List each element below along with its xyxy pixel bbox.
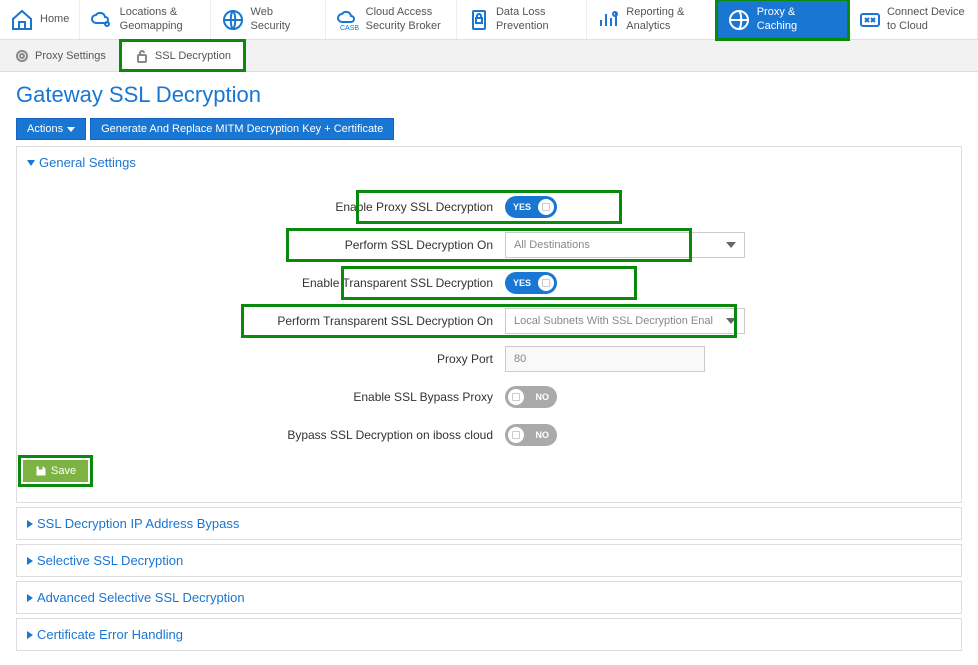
chevron-right-icon bbox=[27, 631, 33, 639]
label-bypass-cloud: Bypass SSL Decryption on iboss cloud bbox=[223, 428, 493, 442]
toggle-bypass-cloud[interactable]: NO bbox=[505, 424, 557, 446]
toggle-knob bbox=[538, 199, 554, 215]
panel-body-general: Enable Proxy SSL Decryption YES Perform … bbox=[17, 178, 961, 502]
select-perform-transparent-on[interactable]: Local Subnets With SSL Decryption Enal bbox=[505, 308, 745, 334]
actions-label: Actions bbox=[27, 123, 63, 135]
panel-title: General Settings bbox=[39, 155, 136, 170]
subnav-label: SSL Decryption bbox=[155, 50, 231, 62]
row-bypass-cloud: Bypass SSL Decryption on iboss cloud NO bbox=[17, 416, 961, 454]
svg-text:CASB: CASB bbox=[340, 25, 359, 32]
nav-reporting[interactable]: Reporting & Analytics bbox=[587, 0, 717, 39]
nav-web-security[interactable]: Web Security bbox=[211, 0, 327, 39]
nav-dlp[interactable]: Data Loss Prevention bbox=[457, 0, 587, 39]
panel-selective-ssl: Selective SSL Decryption bbox=[16, 544, 962, 577]
panel-header-general[interactable]: General Settings bbox=[17, 147, 961, 178]
nav-label: Proxy & Caching bbox=[757, 6, 837, 32]
nav-label: Cloud Access Security Broker bbox=[366, 6, 446, 32]
dlp-icon bbox=[467, 8, 490, 32]
subnav-proxy-settings[interactable]: Proxy Settings bbox=[0, 40, 120, 71]
globe-shield-icon bbox=[221, 8, 245, 32]
row-perform-ssl-on: Perform SSL Decryption On All Destinatio… bbox=[17, 226, 961, 264]
save-icon bbox=[35, 465, 47, 477]
toggle-text: YES bbox=[513, 278, 531, 288]
nav-label: Data Loss Prevention bbox=[496, 6, 576, 32]
casb-icon: CASB bbox=[336, 8, 359, 32]
row-enable-bypass-proxy: Enable SSL Bypass Proxy NO bbox=[17, 378, 961, 416]
label-enable-bypass-proxy: Enable SSL Bypass Proxy bbox=[223, 390, 493, 404]
nav-connect-device[interactable]: Connect Device to Cloud bbox=[848, 0, 978, 39]
nav-label: Connect Device to Cloud bbox=[887, 6, 967, 32]
subnav-ssl-decryption[interactable]: SSL Decryption bbox=[120, 40, 245, 71]
nav-casb[interactable]: CASB Cloud Access Security Broker bbox=[326, 0, 456, 39]
row-perform-transparent-on: Perform Transparent SSL Decryption On Lo… bbox=[17, 302, 961, 340]
save-label: Save bbox=[51, 465, 76, 477]
nav-label: Web Security bbox=[251, 6, 316, 32]
chevron-down-icon bbox=[27, 160, 35, 166]
input-proxy-port[interactable] bbox=[505, 346, 705, 372]
cloud-location-icon bbox=[90, 8, 113, 32]
action-bar: Actions Generate And Replace MITM Decryp… bbox=[16, 118, 962, 140]
save-button[interactable]: Save bbox=[23, 460, 88, 482]
panel-header-cert-error[interactable]: Certificate Error Handling bbox=[17, 619, 961, 650]
page-content: Gateway SSL Decryption Actions Generate … bbox=[0, 72, 978, 665]
actions-menu-button[interactable]: Actions bbox=[16, 118, 86, 140]
label-proxy-port: Proxy Port bbox=[223, 352, 493, 366]
toggle-knob bbox=[508, 389, 524, 405]
home-icon bbox=[10, 8, 34, 32]
panel-cert-error: Certificate Error Handling bbox=[16, 618, 962, 651]
nav-label: Locations & Geomapping bbox=[120, 6, 200, 32]
connect-icon bbox=[858, 8, 881, 32]
panel-header-advanced-selective-ssl[interactable]: Advanced Selective SSL Decryption bbox=[17, 582, 961, 613]
save-wrap: Save bbox=[17, 454, 961, 492]
nav-locations[interactable]: Locations & Geomapping bbox=[80, 0, 210, 39]
row-enable-transparent-ssl: Enable Transparent SSL Decryption YES bbox=[17, 264, 961, 302]
subnav-label: Proxy Settings bbox=[35, 50, 106, 62]
panel-advanced-selective-ssl: Advanced Selective SSL Decryption bbox=[16, 581, 962, 614]
nav-label: Reporting & Analytics bbox=[626, 6, 706, 32]
nav-proxy-caching[interactable]: Proxy & Caching bbox=[717, 0, 847, 39]
select-perform-ssl-on[interactable]: All Destinations bbox=[505, 232, 745, 258]
chevron-down-icon bbox=[726, 318, 736, 324]
row-proxy-port: Proxy Port bbox=[17, 340, 961, 378]
chevron-right-icon bbox=[27, 594, 33, 602]
label-perform-transparent-on: Perform Transparent SSL Decryption On bbox=[223, 314, 493, 328]
panel-ip-bypass: SSL Decryption IP Address Bypass bbox=[16, 507, 962, 540]
row-enable-proxy-ssl: Enable Proxy SSL Decryption YES bbox=[17, 188, 961, 226]
generate-cert-button[interactable]: Generate And Replace MITM Decryption Key… bbox=[90, 118, 394, 140]
toggle-enable-bypass-proxy[interactable]: NO bbox=[505, 386, 557, 408]
analytics-icon bbox=[597, 8, 620, 32]
gear-icon bbox=[14, 48, 30, 64]
panel-general-settings: General Settings Enable Proxy SSL Decryp… bbox=[16, 146, 962, 503]
top-nav: Home Locations & Geomapping Web Security… bbox=[0, 0, 978, 40]
page-title: Gateway SSL Decryption bbox=[16, 82, 962, 108]
panel-title: Advanced Selective SSL Decryption bbox=[37, 590, 245, 605]
panel-title: Certificate Error Handling bbox=[37, 627, 183, 642]
toggle-knob bbox=[538, 275, 554, 291]
nav-label: Home bbox=[40, 13, 69, 26]
label-enable-transparent-ssl: Enable Transparent SSL Decryption bbox=[223, 276, 493, 290]
select-value: Local Subnets With SSL Decryption Enal bbox=[514, 315, 713, 327]
toggle-text: YES bbox=[513, 202, 531, 212]
panel-header-ip-bypass[interactable]: SSL Decryption IP Address Bypass bbox=[17, 508, 961, 539]
caret-down-icon bbox=[67, 127, 75, 132]
toggle-text: NO bbox=[536, 392, 550, 402]
panel-header-selective-ssl[interactable]: Selective SSL Decryption bbox=[17, 545, 961, 576]
panel-title: SSL Decryption IP Address Bypass bbox=[37, 516, 239, 531]
sub-nav: Proxy Settings SSL Decryption bbox=[0, 40, 978, 72]
label-enable-proxy-ssl: Enable Proxy SSL Decryption bbox=[223, 200, 493, 214]
chevron-right-icon bbox=[27, 520, 33, 528]
select-value: All Destinations bbox=[514, 239, 590, 251]
chevron-right-icon bbox=[27, 557, 33, 565]
panel-title: Selective SSL Decryption bbox=[37, 553, 183, 568]
nav-home[interactable]: Home bbox=[0, 0, 80, 39]
unlock-icon bbox=[134, 48, 150, 64]
toggle-enable-proxy-ssl[interactable]: YES bbox=[505, 196, 557, 218]
toggle-enable-transparent-ssl[interactable]: YES bbox=[505, 272, 557, 294]
toggle-text: NO bbox=[536, 430, 550, 440]
label-perform-ssl-on: Perform SSL Decryption On bbox=[223, 238, 493, 252]
globe-icon bbox=[727, 8, 750, 32]
chevron-down-icon bbox=[726, 242, 736, 248]
toggle-knob bbox=[508, 427, 524, 443]
